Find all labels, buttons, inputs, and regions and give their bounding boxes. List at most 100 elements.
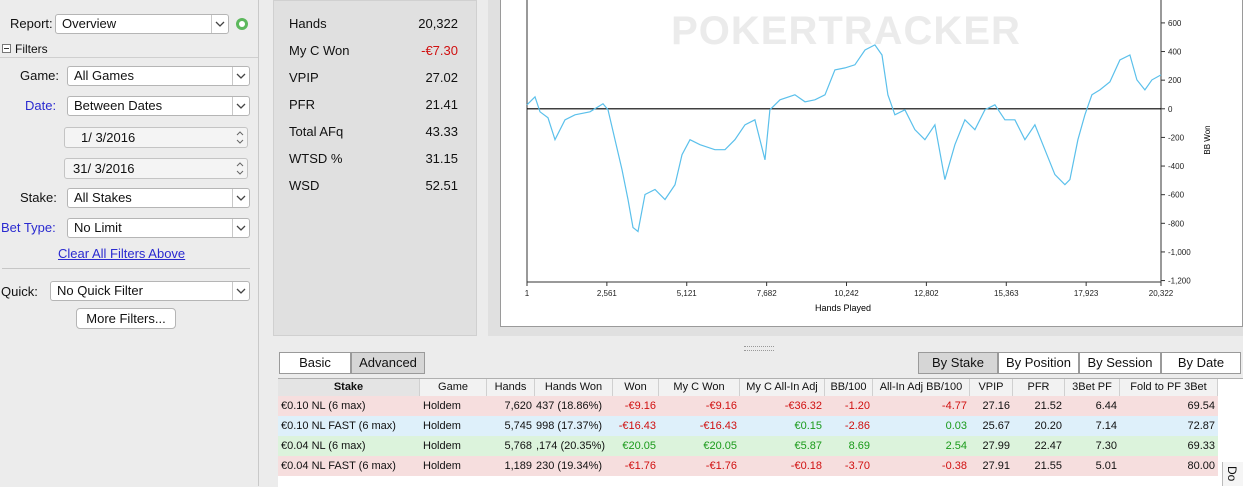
table-cell: 437 (18.86%) <box>536 400 603 412</box>
table-cell: 27.16 <box>982 400 1010 412</box>
table-cell: -€16.43 <box>618 420 656 432</box>
stat-value: -€7.30 <box>421 43 458 58</box>
group-tab[interactable]: By Position <box>998 352 1079 374</box>
table-cell: 8.69 <box>848 440 870 452</box>
more-filters-button[interactable]: More Filters... <box>76 308 176 329</box>
x-tick-label: 5,121 <box>677 289 698 298</box>
clear-filters-link[interactable]: Clear All Filters Above <box>58 246 186 261</box>
date-to-value: 31/ 3/2016 <box>73 161 135 176</box>
x-tick-label: 10,242 <box>834 289 859 298</box>
date-value: Between Dates <box>74 98 163 113</box>
stat-label: Hands <box>289 16 327 31</box>
table-row[interactable] <box>278 396 1218 416</box>
column-header[interactable]: My C Won <box>659 379 740 396</box>
column-header[interactable]: All-In Adj BB/100 <box>873 379 970 396</box>
table-cell: €20.05 <box>622 440 656 452</box>
watermark: POKERTRACKER <box>671 9 1021 53</box>
table-row[interactable] <box>278 456 1218 476</box>
table-row[interactable] <box>278 416 1218 436</box>
stat-label: VPIP <box>289 70 319 85</box>
dropdown-arrow <box>236 195 246 201</box>
y-tick-label: -200 <box>1168 133 1185 142</box>
stat-label: WTSD % <box>289 151 343 166</box>
table-cell: 5.01 <box>1095 460 1117 472</box>
stat-value: 27.02 <box>425 70 458 85</box>
column-header[interactable]: Hands Won <box>535 379 613 396</box>
chart: POKERTRACKER 600 400 200 0 -200 -400 -600 -800 -1… <box>525 0 1212 313</box>
column-header[interactable]: Fold to PF 3Bet <box>1120 379 1218 396</box>
stat-label: Total AFq <box>289 124 344 139</box>
y-tick-label: 200 <box>1168 76 1182 85</box>
quick-value: No Quick Filter <box>57 283 143 298</box>
stepper <box>236 162 244 175</box>
view-tab[interactable]: Advanced <box>351 352 425 374</box>
table-cell: 6.44 <box>1095 400 1117 412</box>
column-header[interactable]: BB/100 <box>825 379 873 396</box>
collapse-icon[interactable] <box>2 44 11 53</box>
report-label: Report: <box>10 16 53 31</box>
x-tick-label: 1 <box>525 289 530 298</box>
table-cell: €0.15 <box>794 420 822 432</box>
table-cell: -€1.76 <box>705 460 737 472</box>
column-header[interactable]: Won <box>613 379 659 396</box>
date-select[interactable]: Between Dates <box>67 96 250 116</box>
table-cell: Holdem <box>423 420 461 432</box>
stats-panel <box>273 0 477 336</box>
table-cell: 69.54 <box>1187 400 1215 412</box>
column-header[interactable]: 3Bet PF <box>1065 379 1120 396</box>
table-cell: 22.47 <box>1034 440 1062 452</box>
table-cell: Holdem <box>423 440 461 452</box>
table-cell: -€1.76 <box>624 460 656 472</box>
table-cell: -0.38 <box>941 460 967 472</box>
quick-select[interactable]: No Quick Filter <box>50 281 250 301</box>
table-cell: 21.55 <box>1034 460 1062 472</box>
report-select[interactable]: Overview <box>55 14 229 34</box>
x-tick-label: 20,322 <box>1149 289 1174 298</box>
view-tab[interactable]: Basic <box>279 352 351 374</box>
dropdown-arrow <box>236 73 246 79</box>
date-label: Date: <box>25 98 57 113</box>
bet-type-label: Bet Type: <box>1 220 56 235</box>
stake-select[interactable]: All Stakes <box>67 188 250 208</box>
group-tab[interactable]: By Stake <box>918 352 998 374</box>
table-cell: 80.00 <box>1187 460 1215 472</box>
game-select[interactable]: All Games <box>67 66 250 86</box>
y-tick-label: -800 <box>1168 219 1185 228</box>
game-value: All Games <box>74 68 134 83</box>
table-cell: €0.10 NL FAST (6 max) <box>281 420 396 432</box>
column-header[interactable]: VPIP <box>970 379 1013 396</box>
stepper <box>236 131 244 144</box>
table-cell: 0.03 <box>945 420 967 432</box>
table-cell: -€36.32 <box>784 400 822 412</box>
group-tab[interactable]: By Session <box>1079 352 1161 374</box>
side-tab[interactable]: Do <box>1222 462 1243 486</box>
table-cell: -3.70 <box>844 460 870 472</box>
column-header[interactable]: Stake <box>278 379 420 396</box>
bet-type-select[interactable]: No Limit <box>67 218 250 238</box>
date-to-input[interactable]: 31/ 3/2016 <box>64 158 248 179</box>
date-from-input[interactable]: 1/ 3/2016 <box>64 127 248 148</box>
y-tick-label: 400 <box>1168 48 1182 57</box>
group-tab[interactable]: By Date <box>1161 352 1241 374</box>
column-header[interactable]: PFR <box>1013 379 1065 396</box>
table-cell: 7.14 <box>1095 420 1117 432</box>
y-tick-label: -1,200 <box>1168 277 1191 286</box>
column-header[interactable]: My C All-In Adj <box>740 379 825 396</box>
x-tick-label: 15,363 <box>994 289 1019 298</box>
help-icon[interactable] <box>235 17 249 31</box>
stat-value: 21.41 <box>425 97 458 112</box>
stat-label: PFR <box>289 97 315 112</box>
table-cell: 2.54 <box>945 440 967 452</box>
filters-header: Filters <box>15 42 48 56</box>
y-tick-label: 600 <box>1168 19 1182 28</box>
stat-label: My C Won <box>289 43 350 58</box>
table-cell: 69.33 <box>1187 440 1215 452</box>
column-header[interactable]: Hands <box>487 379 535 396</box>
dropdown-arrow <box>236 103 246 109</box>
column-header[interactable]: Game <box>420 379 487 396</box>
table-row[interactable] <box>278 436 1218 456</box>
stat-value: 20,322 <box>418 16 458 31</box>
table-cell: -4.77 <box>941 400 967 412</box>
table-cell: -€16.43 <box>699 420 737 432</box>
table-cell: €5.87 <box>794 440 822 452</box>
